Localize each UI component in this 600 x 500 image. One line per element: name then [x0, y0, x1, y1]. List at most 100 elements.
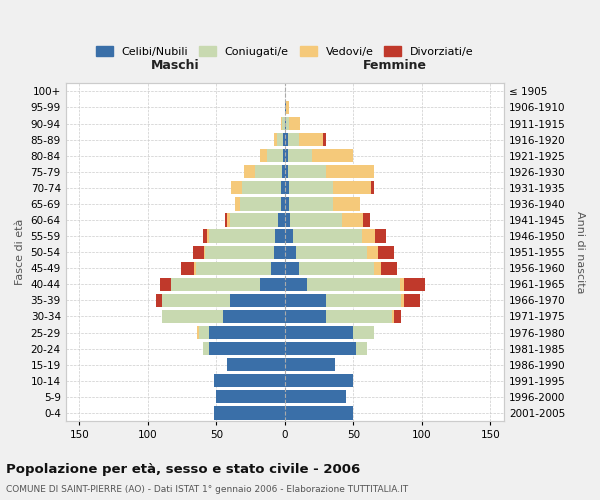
Bar [161, 294, 230, 307]
Bar [235, 198, 239, 210]
Bar [312, 149, 353, 162]
Bar [285, 133, 287, 146]
Text: COMUNE DI SAINT-PIERRE (AO) - Dati ISTAT 1° gennaio 2006 - Elaborazione TUTTITAL: COMUNE DI SAINT-PIERRE (AO) - Dati ISTAT… [6, 485, 408, 494]
Bar [285, 374, 353, 388]
Bar [285, 358, 335, 372]
Bar [307, 278, 400, 291]
Bar [285, 278, 307, 291]
Bar [285, 117, 286, 130]
Bar [289, 198, 333, 210]
Bar [392, 310, 394, 323]
Bar [203, 230, 207, 242]
Bar [230, 214, 278, 226]
Bar [362, 230, 375, 242]
Bar [285, 165, 287, 178]
Bar [285, 149, 287, 162]
Bar [196, 262, 271, 275]
Text: Popolazione per età, sesso e stato civile - 2006: Popolazione per età, sesso e stato civil… [6, 462, 360, 475]
Text: Maschi: Maschi [151, 59, 200, 72]
Bar [239, 198, 281, 210]
Bar [326, 165, 374, 178]
Bar [380, 262, 397, 275]
Bar [287, 133, 299, 146]
Text: Femmine: Femmine [362, 59, 427, 72]
Bar [400, 278, 404, 291]
Bar [299, 262, 374, 275]
Bar [343, 214, 363, 226]
Bar [333, 198, 360, 210]
Bar [299, 133, 323, 146]
Bar [285, 390, 346, 404]
Bar [281, 117, 282, 130]
Bar [285, 406, 353, 420]
Bar [194, 262, 196, 275]
Bar [181, 262, 194, 275]
Bar [367, 246, 378, 259]
Bar [289, 182, 333, 194]
Bar [260, 149, 267, 162]
Bar [323, 133, 326, 146]
Bar [277, 133, 283, 146]
Bar [285, 182, 289, 194]
Bar [289, 117, 300, 130]
Bar [283, 149, 285, 162]
Bar [285, 310, 326, 323]
Bar [356, 342, 367, 355]
Bar [404, 294, 421, 307]
Bar [394, 310, 401, 323]
Bar [260, 278, 285, 291]
Bar [254, 165, 282, 178]
Bar [293, 230, 362, 242]
Bar [207, 230, 209, 242]
Bar [224, 214, 227, 226]
Bar [217, 390, 285, 404]
Bar [283, 133, 285, 146]
Bar [161, 310, 223, 323]
Bar [404, 278, 425, 291]
Bar [353, 326, 374, 339]
Bar [287, 165, 326, 178]
Bar [285, 198, 289, 210]
Bar [281, 182, 285, 194]
Bar [193, 246, 204, 259]
Bar [285, 262, 299, 275]
Legend: Celibi/Nubili, Coniugati/e, Vedovi/e, Divorziati/e: Celibi/Nubili, Coniugati/e, Vedovi/e, Di… [92, 42, 478, 62]
Bar [286, 117, 289, 130]
Bar [282, 165, 285, 178]
Bar [209, 230, 275, 242]
Bar [242, 182, 281, 194]
Bar [278, 214, 285, 226]
Bar [214, 406, 285, 420]
Bar [281, 198, 285, 210]
Bar [274, 133, 277, 146]
Bar [333, 182, 371, 194]
Bar [375, 230, 386, 242]
Bar [267, 149, 283, 162]
Bar [285, 230, 293, 242]
Bar [326, 310, 392, 323]
Bar [374, 262, 380, 275]
Bar [244, 165, 254, 178]
Bar [199, 326, 209, 339]
Bar [378, 246, 394, 259]
Bar [209, 326, 285, 339]
Bar [290, 214, 343, 226]
Y-axis label: Anni di nascita: Anni di nascita [575, 211, 585, 294]
Bar [203, 342, 209, 355]
Bar [227, 358, 285, 372]
Bar [230, 294, 285, 307]
Bar [274, 246, 285, 259]
Bar [275, 230, 285, 242]
Bar [371, 182, 374, 194]
Bar [363, 214, 370, 226]
Bar [282, 117, 285, 130]
Bar [326, 294, 401, 307]
Bar [223, 310, 285, 323]
Bar [214, 374, 285, 388]
Bar [285, 214, 290, 226]
Bar [401, 294, 404, 307]
Bar [204, 246, 205, 259]
Bar [160, 278, 171, 291]
Bar [205, 246, 274, 259]
Bar [285, 101, 286, 114]
